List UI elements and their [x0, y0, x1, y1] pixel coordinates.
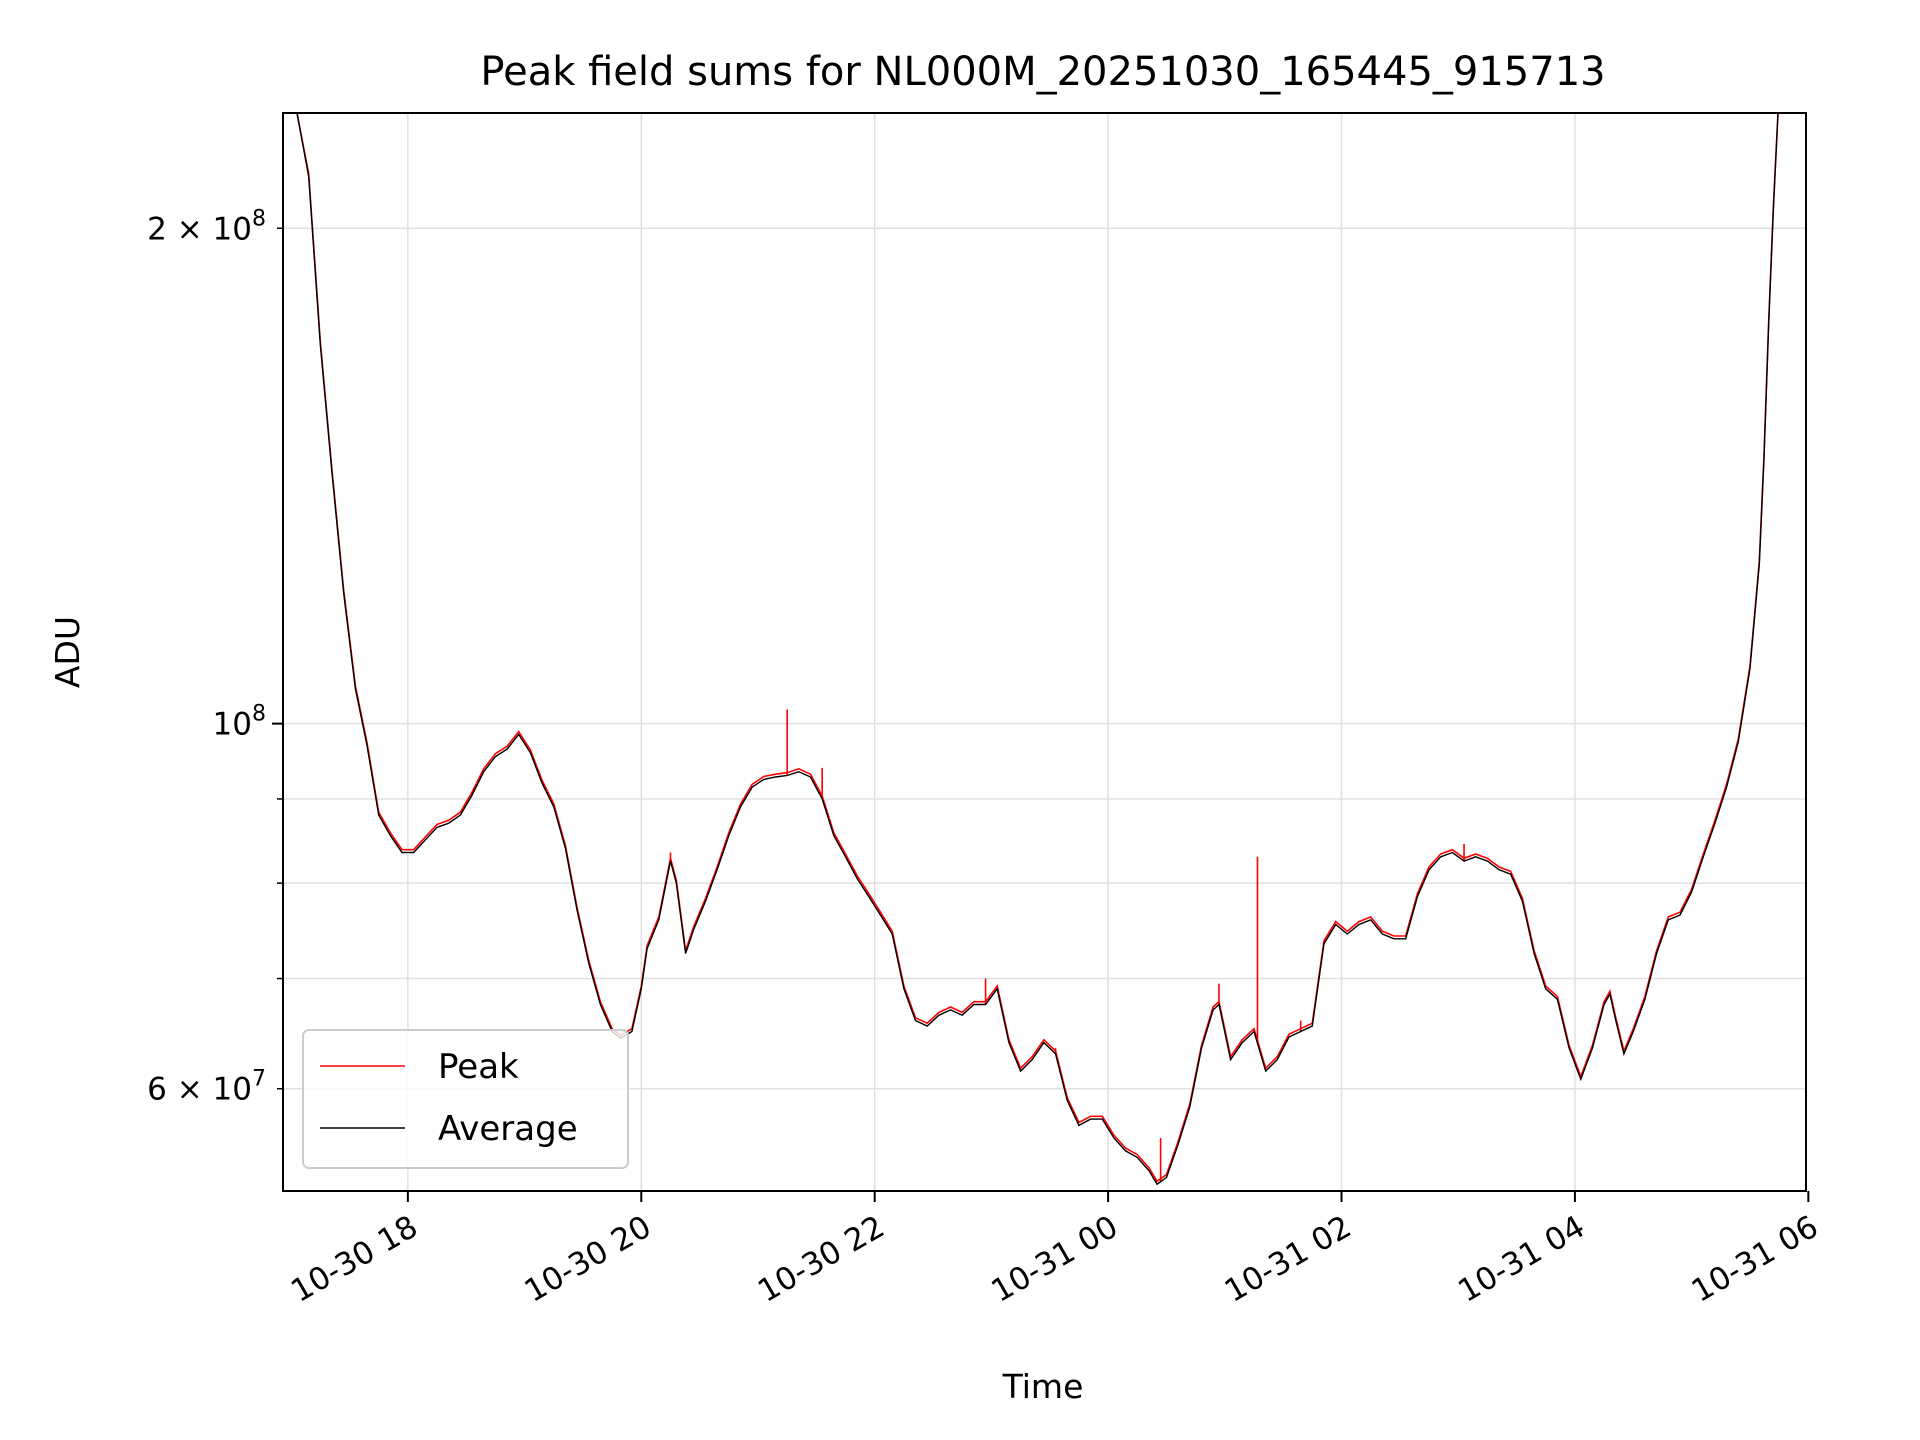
- series-average-line: [285, 113, 1783, 1186]
- legend-peak-label: Peak: [438, 1047, 519, 1087]
- y-tick-label: 2 × 108: [147, 206, 266, 247]
- y-axis-title: ADU: [48, 616, 87, 688]
- legend-average-label: Average: [438, 1109, 578, 1149]
- series-group: [285, 113, 1783, 1186]
- plot-frame: [282, 112, 1807, 1192]
- grid: [283, 113, 1806, 1191]
- legend-box: [302, 1029, 629, 1169]
- legend: Peak Average: [302, 1029, 629, 1169]
- chart-title: Peak field sums for NL000M_20251030_1654…: [480, 49, 1605, 95]
- x-axis-title: Time: [1002, 1367, 1084, 1406]
- y-tick-label: 108: [213, 702, 266, 743]
- y-tick-label: 6 × 107: [147, 1067, 266, 1108]
- plot-area: [285, 113, 1783, 1186]
